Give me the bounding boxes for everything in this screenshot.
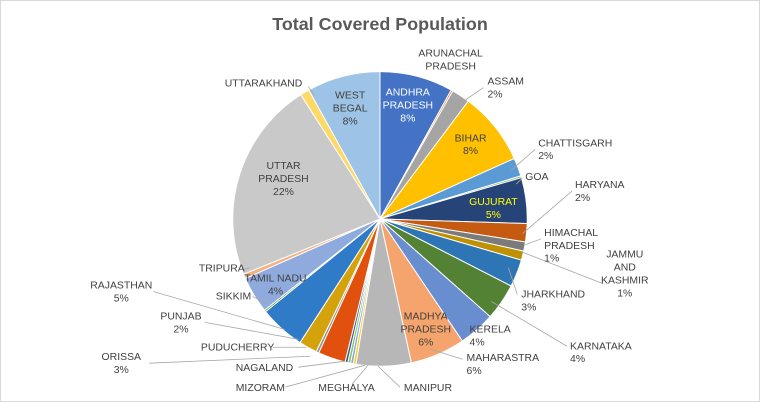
slice-label-maharastra: MAHARASTRA 6% — [467, 353, 540, 377]
leader-line — [507, 267, 518, 295]
leader-line — [204, 322, 299, 340]
pie-slice-west-begal — [308, 71, 381, 220]
leader-line — [491, 301, 568, 347]
leader-line — [525, 238, 542, 246]
leader-line — [149, 355, 311, 364]
slice-label-sikkim: SIKKIM — [216, 292, 251, 303]
leader-line — [351, 364, 369, 385]
leader-line — [298, 360, 346, 368]
slice-label-gujurat: GUJURAT 5% — [469, 197, 518, 221]
leader-line — [308, 86, 315, 96]
leader-line — [243, 267, 250, 271]
leader-line — [153, 291, 285, 330]
slice-label-nagaland: NAGALAND — [236, 363, 294, 374]
leader-lines — [149, 86, 604, 388]
leader-line — [511, 148, 536, 171]
slice-label-meghalya: MEGHALYA — [318, 383, 374, 394]
slice-label-assam: ASSAM 2% — [487, 77, 524, 101]
slice-label-jammu-and-kashmir: JAMMU AND KASHMIR 1% — [601, 250, 649, 300]
slice-label-puducherry: PUDUCHERRY — [201, 342, 274, 353]
slice-label-haryana: HARYANA 2% — [575, 180, 625, 204]
leader-line — [516, 177, 523, 185]
slice-label-tamil-nadu: TAMIL NADU 4% — [244, 274, 306, 298]
slice-label-jharkhand: JHARKHAND 3% — [521, 290, 585, 314]
slice-label-tripura: TRIPURA — [199, 264, 245, 275]
slice-label-arunachal-pradesh: ARUNACHAL PRADESH — [418, 49, 483, 73]
slice-label-punjab: PUNJAB 2% — [160, 311, 201, 335]
leader-line — [430, 348, 463, 360]
slice-label-madhya-pradesh: MADHYA PRADESH 6% — [401, 311, 451, 348]
slice-label-manipur: MANIPUR — [404, 383, 453, 394]
slice-label-andhra-pradesh: ANDHRA PRADESH 8% — [383, 88, 433, 125]
pie-slices — [232, 71, 528, 367]
slice-label-orissa: ORISSA 3% — [102, 352, 141, 376]
leader-line — [285, 364, 366, 388]
leader-line — [521, 251, 604, 284]
slice-label-karnataka: KARNATAKA 4% — [570, 341, 632, 365]
slice-label-rajasthan: RAJASTHAN 5% — [90, 281, 152, 305]
slice-label-himachal-pradesh: HIMACHAL PRADESH 1% — [544, 228, 598, 265]
slice-label-mizoram: MIZORAM — [236, 383, 285, 394]
slice-label-kerela: KERELA 4% — [470, 324, 511, 348]
leader-line — [377, 365, 401, 388]
pie-slice-uttar-pradesh — [232, 94, 381, 275]
slice-label-uttarakhand: UTTARAKHAND — [225, 79, 303, 90]
slice-label-goa: GOA — [525, 172, 548, 183]
slice-label-chattisgarh: CHATTISGARH 2% — [538, 138, 612, 162]
leader-line — [522, 190, 573, 235]
leader-line — [252, 296, 267, 304]
leader-line — [464, 87, 484, 101]
chart-title: Total Covered Population — [272, 14, 488, 34]
slice-label-bihar: BIHAR 8% — [455, 133, 487, 157]
slice-label-uttar-pradesh: UTTAR PRADESH 22% — [258, 161, 308, 198]
slice-label-west-begal: WEST BEGAL 8% — [333, 91, 368, 128]
